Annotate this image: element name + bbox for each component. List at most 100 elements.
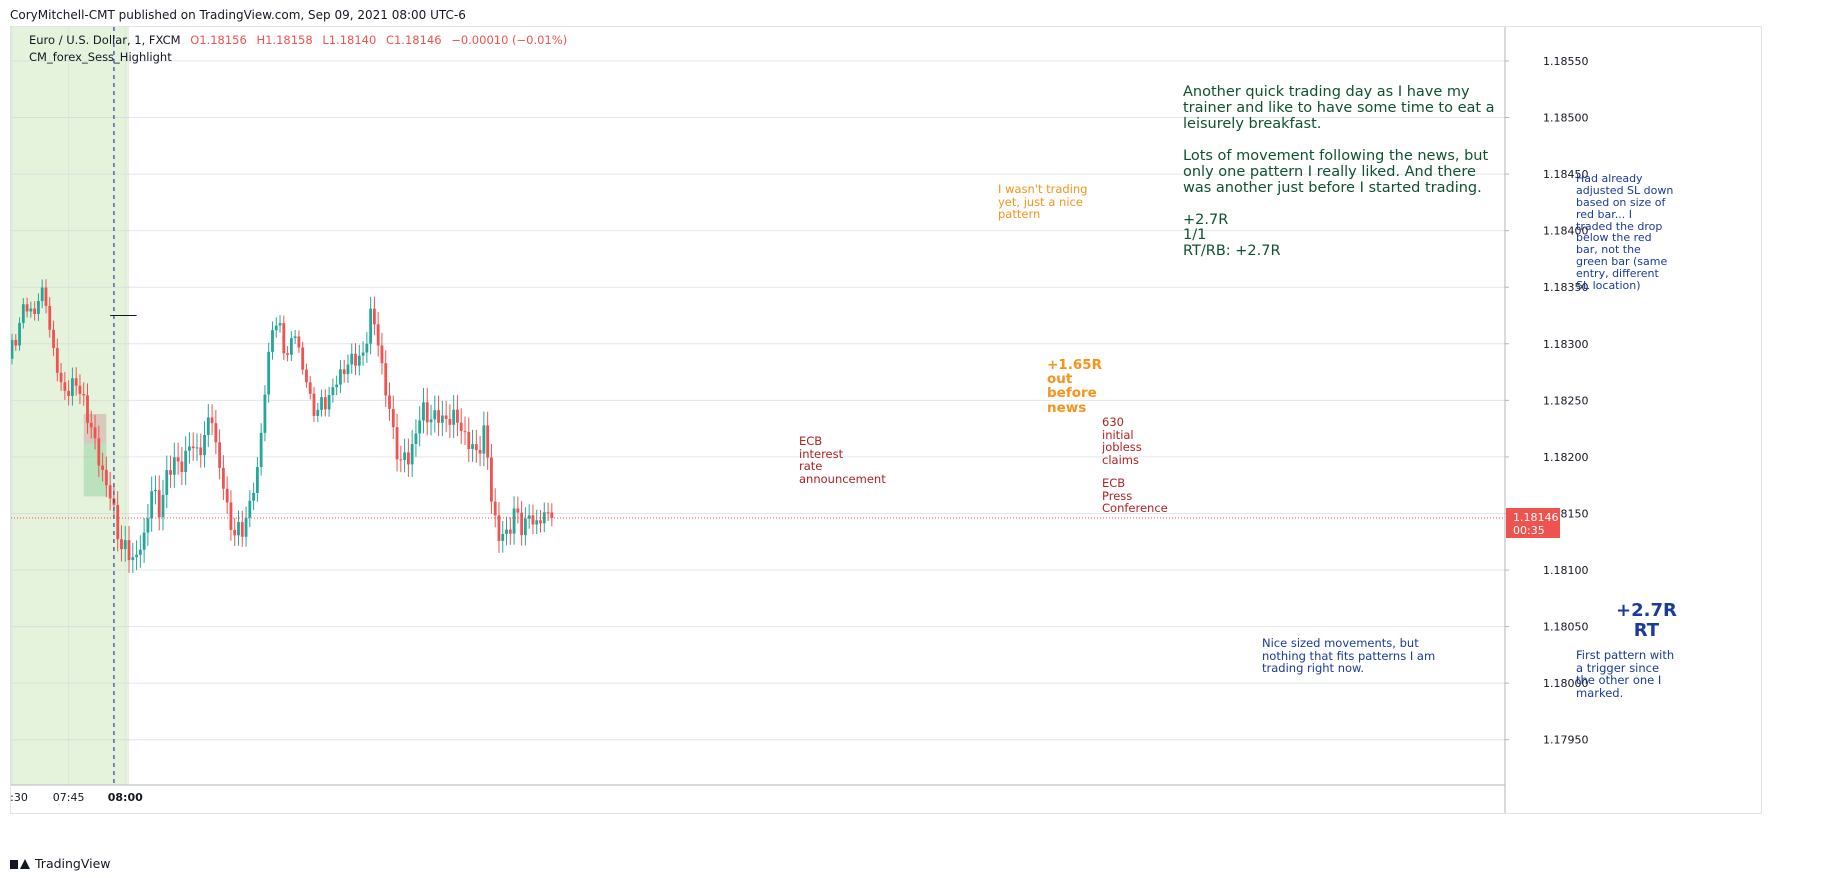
candle-body: [74, 378, 78, 386]
candle-body: [542, 512, 546, 524]
candles: [11, 279, 554, 573]
candle-body: [293, 336, 297, 339]
candle-body: [252, 493, 255, 501]
candle-body: [327, 395, 331, 410]
candle-body: [418, 420, 422, 434]
candle-body: [320, 397, 323, 410]
candle-body: [512, 508, 516, 534]
candle-body: [255, 466, 259, 494]
time-tick-label: 07:30: [11, 791, 28, 804]
brand-label: TradingView: [35, 856, 111, 871]
candle-body: [403, 452, 406, 460]
candle-body: [93, 427, 97, 439]
candle-body: [410, 444, 414, 465]
price-tick-label: 1.18200: [1543, 451, 1589, 464]
main-commentary: Another quick trading day as I have my t…: [1183, 84, 1495, 260]
candle-body: [467, 431, 471, 449]
candle-body: [354, 353, 357, 366]
candle-body: [44, 287, 48, 306]
candle-body: [184, 450, 188, 473]
price-tick-label: 1.18000: [1543, 677, 1589, 690]
candle-body: [388, 395, 391, 409]
candle-body: [210, 417, 214, 424]
low-value: L1.18140: [322, 33, 377, 47]
candle-body: [82, 393, 86, 396]
candle-body: [433, 410, 437, 420]
candle-body: [380, 345, 384, 364]
candle-body: [429, 419, 433, 423]
open-value: O1.18156: [190, 33, 247, 47]
price-tick-label: 1.18300: [1543, 338, 1589, 351]
candle-body: [135, 554, 138, 558]
last-price-value: 1.18146: [1513, 511, 1559, 524]
candle-body: [25, 304, 29, 312]
note-result: +2.7R RT: [1616, 600, 1677, 641]
candle-body: [52, 329, 55, 349]
candle-body: [271, 330, 274, 352]
candle-body: [138, 549, 142, 555]
session-backgrounds: [11, 27, 130, 785]
candle-body: [71, 378, 74, 396]
footer-brand: TradingView: [10, 856, 111, 871]
candle-body: [539, 520, 542, 524]
price-tick-label: 1.17950: [1543, 734, 1589, 747]
candle-body: [305, 369, 308, 383]
candle-body: [142, 532, 146, 550]
candle-body: [259, 432, 263, 467]
chart-frame[interactable]: 1.18550 1.18500 1.18450 1.18400 1.18350 1.183…: [10, 26, 1762, 814]
candle-body: [37, 301, 40, 314]
indicator-legend: CM_forex_Sess_Highlight: [29, 50, 172, 64]
candle-body: [278, 323, 282, 326]
candle-body: [406, 452, 410, 465]
candle-body: [425, 402, 429, 423]
candle-body: [11, 339, 14, 359]
gridlines: [11, 27, 1505, 785]
candle-body: [29, 308, 33, 312]
candle-body: [535, 520, 539, 525]
price-tick-label: 1.18400: [1543, 225, 1589, 238]
candle-body: [323, 397, 327, 410]
tradingview-logo-icon: [10, 858, 30, 870]
candle-body: [161, 494, 165, 518]
price-tick-label: 1.18450: [1543, 168, 1589, 181]
note-out-before-news: +1.65R out before news: [1047, 357, 1103, 416]
candle-body: [267, 351, 271, 395]
high-value: H1.18158: [256, 33, 313, 47]
candle-body: [214, 423, 218, 443]
candle-body: [440, 415, 444, 423]
note-ecb-press: ECB Press Conference: [1102, 476, 1168, 516]
candle-body: [312, 393, 316, 416]
candle-body: [395, 427, 399, 460]
candle-body: [459, 422, 463, 432]
candle-body: [482, 425, 486, 454]
candle-body: [478, 449, 482, 454]
candle-body: [376, 324, 380, 346]
candle-body: [399, 459, 403, 461]
candle-body: [508, 529, 512, 534]
candle-body: [456, 409, 459, 423]
candle-body: [108, 485, 112, 499]
candle-body: [546, 512, 550, 514]
candle-body: [350, 353, 354, 365]
candle-body: [452, 409, 456, 425]
candle-body: [342, 369, 346, 375]
candle-body: [195, 447, 199, 449]
candle-body: [263, 394, 267, 433]
candle-body: [146, 518, 150, 533]
candle-body: [331, 387, 335, 396]
candle-body: [218, 442, 222, 468]
candle-body: [191, 446, 195, 449]
candle-body: [248, 500, 252, 518]
candle-countdown: 00:35: [1513, 524, 1545, 537]
candle-body: [346, 364, 350, 375]
candle-body: [104, 469, 108, 486]
candle-body: [67, 390, 71, 396]
candle-body: [274, 325, 278, 331]
candle-body: [172, 457, 176, 475]
price-tick-label: 1.18250: [1543, 394, 1589, 407]
candle-body: [505, 529, 508, 534]
candle-body: [176, 457, 180, 462]
candle-body: [131, 557, 135, 561]
candlestick-chart[interactable]: 1.18550 1.18500 1.18450 1.18400 1.18350 1.183…: [11, 27, 1761, 813]
candle-body: [33, 308, 37, 314]
